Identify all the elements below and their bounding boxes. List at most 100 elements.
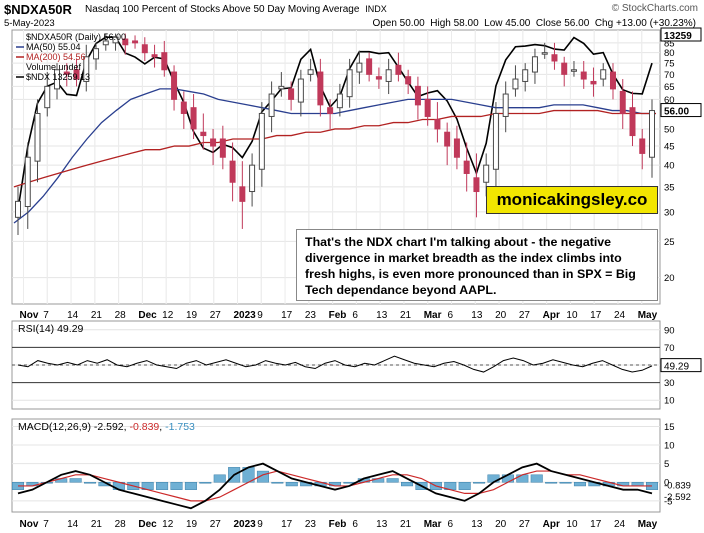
x-tick-label: Nov: [20, 310, 39, 321]
macd-histogram-bar: [401, 481, 414, 487]
x-tick-label: 12: [162, 310, 174, 321]
candle-body: [473, 177, 480, 193]
candle-body: [15, 200, 21, 218]
x-tick-label: 12: [162, 519, 174, 530]
candle-body: [346, 69, 353, 98]
price-legend: $NDXA50R (Daily) 56.00 MA(50) 55.04 MA(2…: [16, 32, 126, 82]
x-tick-label: 7: [43, 519, 49, 530]
macd-signal-line: [18, 470, 652, 502]
ma50-line: [13, 88, 656, 224]
x-tick-label: Mar: [424, 519, 442, 530]
macd-panel-frame: [11, 418, 661, 513]
stockcharts-brand: © StockCharts.com: [611, 3, 698, 14]
candle-body: [405, 76, 412, 85]
candle-body: [317, 71, 324, 106]
legend-ma50: MA(50) 55.04: [26, 42, 81, 52]
candle-body: [141, 44, 148, 54]
price-panel-frame: [11, 29, 661, 305]
x-tick-label: 10: [566, 310, 578, 321]
macd-label-macd: -2.592: [94, 421, 124, 433]
candles: [15, 33, 655, 236]
price-tick-label: 20: [664, 273, 675, 284]
candle-body: [600, 69, 607, 80]
x-tick-label: 21: [91, 310, 103, 321]
macd-tick-label: 5: [664, 459, 669, 470]
macd-signal-tag: -0.839: [664, 480, 691, 491]
macd-label: MACD(12,26,9) -2.592, -0.839, -1.753: [18, 421, 195, 433]
candle-body: [522, 69, 529, 82]
ohlc-readout: Open 50.00 High 58.00 Low 45.00 Close 56…: [372, 18, 696, 29]
candle-body: [512, 78, 519, 90]
rsi-label: RSI(14) 49.29: [18, 323, 84, 335]
legend-ma200: MA(200) 54.56: [26, 52, 86, 62]
x-tick-label: 27: [210, 519, 222, 530]
legend-volume: Volume undef: [26, 62, 82, 72]
candle-body: [268, 93, 275, 117]
ndx-value-tag: 13259: [664, 31, 692, 42]
candle-body: [444, 131, 451, 147]
chart-description: Nasdaq 100 Percent of Stocks Above 50 Da…: [85, 4, 387, 15]
x-tick-label: 13: [471, 310, 483, 321]
annotation-box: That's the NDX chart I'm talking about -…: [296, 229, 658, 301]
candle-body: [414, 85, 421, 106]
candle-body: [278, 85, 285, 90]
candle-body: [375, 76, 382, 80]
x-axis-macd: Nov 7 14 21 28 Dec 12 19 27 2023 9 17 23 Feb 6 13 21 Mar 6…: [20, 519, 658, 530]
macd-tick-label: 0: [664, 478, 669, 489]
candle-body: [161, 52, 168, 71]
x-tick-label: 17: [590, 310, 602, 321]
x-tick-label: 23: [305, 310, 317, 321]
macd-histogram-bar: [473, 481, 486, 484]
candle-body: [541, 52, 548, 55]
candle-body: [366, 58, 373, 75]
macd-histogram-bar: [386, 478, 399, 483]
rsi-value-box: [660, 358, 702, 373]
x-tick-label: Nov: [20, 519, 39, 530]
candle-body: [619, 90, 626, 114]
price-tick-label: 75: [664, 59, 675, 70]
macd-histogram-bar: [530, 474, 543, 483]
candle-body: [239, 186, 246, 202]
candle-body: [249, 164, 256, 193]
macd-histogram-bar: [559, 481, 572, 484]
macd-label-signal: -0.839: [129, 421, 159, 433]
price-tick-label: 70: [664, 70, 675, 81]
macd-line: [17, 462, 653, 510]
x-tick-label: Apr: [543, 310, 560, 321]
candle-body: [424, 98, 431, 117]
candle-body: [629, 107, 636, 137]
macd-histogram-bar: [256, 470, 269, 483]
legend-main: $NDXA50R (Daily) 56.00: [26, 32, 126, 42]
x-tick-label: 6: [448, 519, 454, 530]
candle-body: [570, 69, 577, 72]
candle-body: [609, 71, 616, 90]
macd-tick-label: -5: [664, 496, 672, 507]
current-value-tag: 56.00: [664, 107, 689, 118]
x-tick-label: 13: [471, 519, 483, 530]
candle-body: [492, 112, 499, 170]
candle-body: [132, 40, 139, 44]
rsi-line: [17, 355, 653, 373]
x-tick-label: 27: [519, 310, 531, 321]
candle-body: [93, 48, 100, 60]
x-tick-label: 17: [281, 519, 293, 530]
candle-body: [122, 38, 129, 46]
x-tick-label: 17: [281, 310, 293, 321]
x-tick-label: 20: [495, 519, 507, 530]
candle-body: [83, 56, 90, 82]
x-tick-label: Apr: [543, 519, 560, 530]
x-tick-label: Feb: [329, 519, 347, 530]
brand-watermark: monicakingsley.co: [486, 186, 658, 214]
candle-body: [73, 69, 80, 80]
ma200-line: [13, 109, 656, 188]
x-tick-label: Dec: [138, 310, 157, 321]
ndx-line: [17, 36, 653, 210]
macd-histogram-bar: [213, 474, 226, 483]
x-tick-label: 6: [352, 310, 358, 321]
macd-histogram-bar: [458, 481, 471, 490]
chart-date: 5-May-2023: [4, 18, 55, 29]
candle-body: [463, 160, 470, 174]
macd-label-prefix: MACD(12,26,9): [18, 421, 94, 433]
